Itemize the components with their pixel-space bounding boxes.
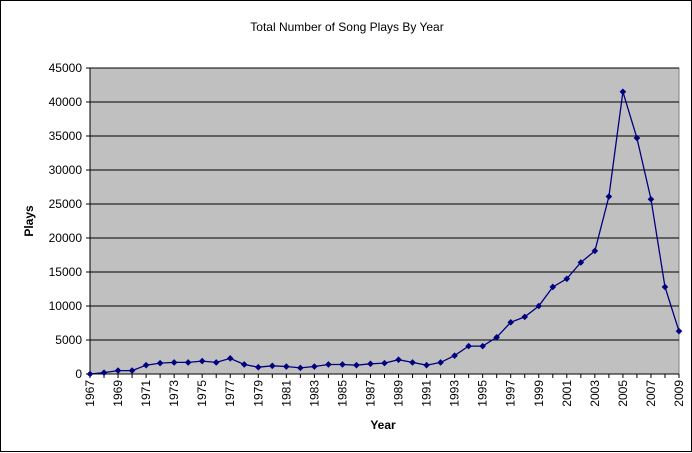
data-point [240, 361, 248, 368]
data-point [86, 370, 94, 378]
x-tick-label: 1981 [279, 380, 293, 407]
x-tick-label: 1977 [223, 380, 237, 407]
data-point [619, 88, 627, 96]
x-tick-label: 1975 [195, 380, 209, 407]
y-tick-label: 25000 [49, 197, 83, 211]
data-point [591, 247, 599, 255]
y-tick-label: 20000 [49, 231, 83, 245]
data-point [647, 195, 655, 203]
y-axis-label: Plays [22, 205, 36, 237]
x-tick-label: 1989 [392, 380, 406, 407]
data-point [254, 363, 262, 371]
x-tick-label: 1985 [335, 380, 349, 407]
data-point [605, 193, 613, 200]
y-tick-label: 35000 [49, 129, 83, 143]
x-tick-label: 1969 [111, 380, 125, 407]
data-point [479, 342, 486, 350]
data-point [661, 283, 669, 291]
data-point [212, 359, 220, 366]
y-axis-ticks: 0 5000 10000 15000 20000 25000 30000 35000 40000… [49, 61, 679, 381]
chart-title: Total Number of Song Plays By Year [250, 20, 443, 34]
x-tick-label: 2001 [560, 380, 574, 407]
data-point [493, 333, 500, 341]
gridlines [90, 67, 679, 341]
data-point [226, 355, 234, 362]
data-point [353, 361, 360, 369]
x-tick-label: 1973 [167, 380, 181, 407]
data-point [283, 363, 290, 370]
data-point [549, 283, 557, 291]
x-tick-label: 1987 [363, 380, 377, 407]
plot-area [89, 67, 680, 375]
data-point [128, 367, 136, 374]
data-point [521, 313, 529, 321]
x-tick-label: 1971 [139, 380, 153, 407]
data-point [423, 361, 430, 369]
y-tick-label: 0 [75, 367, 82, 381]
series-layer [86, 88, 683, 378]
x-tick-label: 2005 [616, 380, 630, 407]
y-tick-label: 45000 [49, 61, 83, 75]
x-tick-label: 1983 [307, 380, 321, 407]
x-tick-label: 2007 [644, 380, 658, 407]
data-point [465, 342, 472, 350]
x-tick-label: 1991 [420, 380, 434, 407]
data-point [156, 359, 164, 367]
x-axis-ticks: 1967 1969 1971 1973 1975 1977 1979 1981 1983 1985… [83, 374, 686, 407]
y-tick-label: 5000 [55, 333, 82, 347]
x-tick-label: 2009 [672, 380, 686, 407]
data-point [100, 369, 108, 376]
data-point [535, 302, 543, 310]
data-point [395, 356, 402, 364]
x-axis-label: Year [370, 418, 396, 432]
data-point [269, 362, 276, 370]
data-point [437, 359, 444, 366]
data-point [339, 361, 346, 368]
data-point [198, 357, 206, 365]
data-point [114, 367, 122, 374]
x-tick-label: 1999 [532, 380, 546, 407]
data-point [297, 364, 304, 372]
x-tick-label: 2003 [588, 380, 602, 407]
data-point [409, 359, 416, 366]
x-tick-label: 1979 [251, 380, 265, 407]
data-point [367, 360, 374, 368]
data-point [675, 327, 683, 335]
x-tick-label: 1995 [476, 380, 490, 407]
data-point [577, 259, 585, 266]
x-tick-label: 1967 [83, 380, 97, 407]
data-point [451, 352, 458, 359]
y-tick-label: 30000 [49, 163, 83, 177]
y-tick-label: 15000 [49, 265, 83, 279]
data-point [184, 359, 192, 366]
data-point [142, 361, 150, 369]
data-point [563, 275, 571, 283]
data-point [507, 319, 515, 326]
data-point [170, 359, 178, 366]
data-point [325, 361, 332, 368]
y-tick-label: 40000 [49, 95, 83, 109]
x-tick-label: 1997 [504, 380, 518, 407]
data-point [311, 363, 318, 370]
data-point [381, 359, 388, 367]
data-point [633, 134, 641, 142]
x-tick-label: 1993 [448, 380, 462, 407]
y-tick-label: 10000 [49, 299, 83, 313]
